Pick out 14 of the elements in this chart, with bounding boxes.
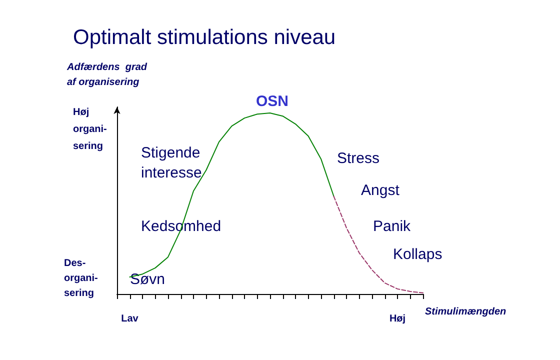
annotation: Kollaps — [393, 246, 442, 263]
annotation: Angst — [361, 182, 400, 199]
annotation: Stigende interesse — [141, 144, 202, 182]
y-axis-title: Adfærdens grad af organisering — [66, 62, 148, 88]
text: Des- organi- sering — [64, 258, 98, 299]
x-tick-label: Høj — [389, 314, 406, 324]
x-tick-label: Lav — [121, 314, 139, 324]
chart-title: Optimalt stimulations niveau — [73, 26, 336, 49]
annotation: Stress — [337, 150, 380, 167]
annotation: Panik — [373, 218, 412, 235]
x-axis-title: Stimulimængden — [425, 306, 506, 318]
text: Høj organi- sering — [73, 107, 107, 152]
annotation: Søvn — [130, 271, 166, 288]
text: OSN — [256, 93, 289, 110]
